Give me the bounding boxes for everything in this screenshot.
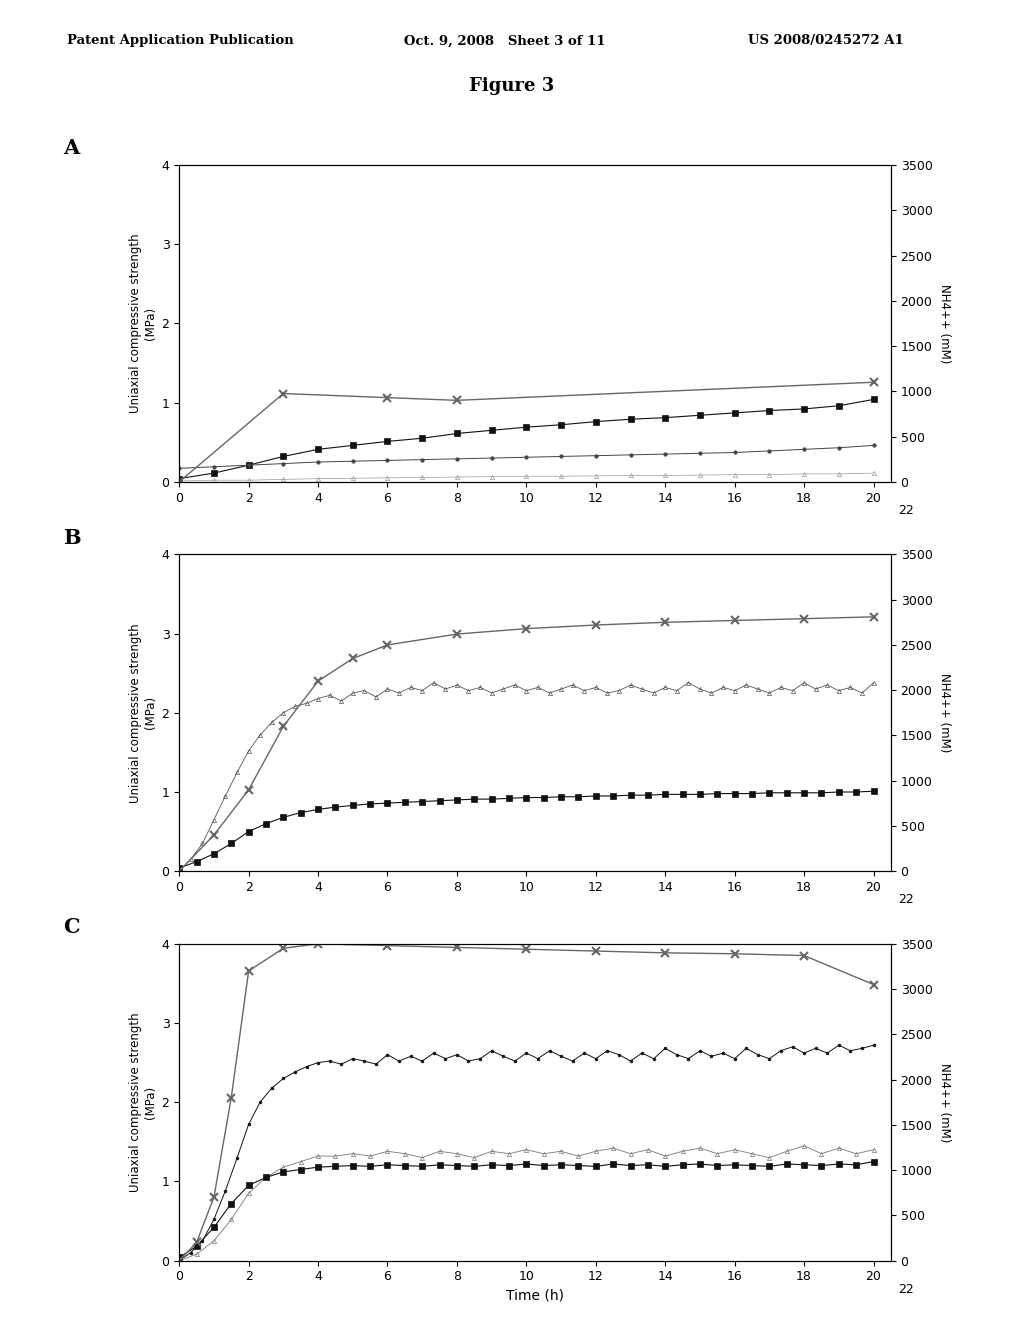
Y-axis label: Uniaxial compressive strength
(MPa): Uniaxial compressive strength (MPa) [129, 234, 158, 413]
Y-axis label: NH4++ (mM): NH4++ (mM) [938, 284, 951, 363]
Text: C: C [63, 917, 80, 937]
Y-axis label: NH4++ (mM): NH4++ (mM) [938, 1063, 951, 1142]
Text: 22: 22 [898, 894, 913, 907]
Text: Figure 3: Figure 3 [469, 77, 555, 95]
Text: US 2008/0245272 A1: US 2008/0245272 A1 [748, 34, 903, 48]
Y-axis label: NH4++ (mM): NH4++ (mM) [938, 673, 951, 752]
Text: Patent Application Publication: Patent Application Publication [67, 34, 293, 48]
Y-axis label: Uniaxial compressive strength
(MPa): Uniaxial compressive strength (MPa) [129, 623, 158, 803]
Text: 22: 22 [898, 1283, 913, 1296]
Text: 22: 22 [898, 504, 913, 517]
X-axis label: Time (h): Time (h) [506, 1288, 564, 1303]
Text: A: A [63, 139, 80, 158]
Text: B: B [62, 528, 81, 548]
Text: Oct. 9, 2008   Sheet 3 of 11: Oct. 9, 2008 Sheet 3 of 11 [404, 34, 606, 48]
Y-axis label: Uniaxial compressive strength
(MPa): Uniaxial compressive strength (MPa) [129, 1012, 158, 1192]
